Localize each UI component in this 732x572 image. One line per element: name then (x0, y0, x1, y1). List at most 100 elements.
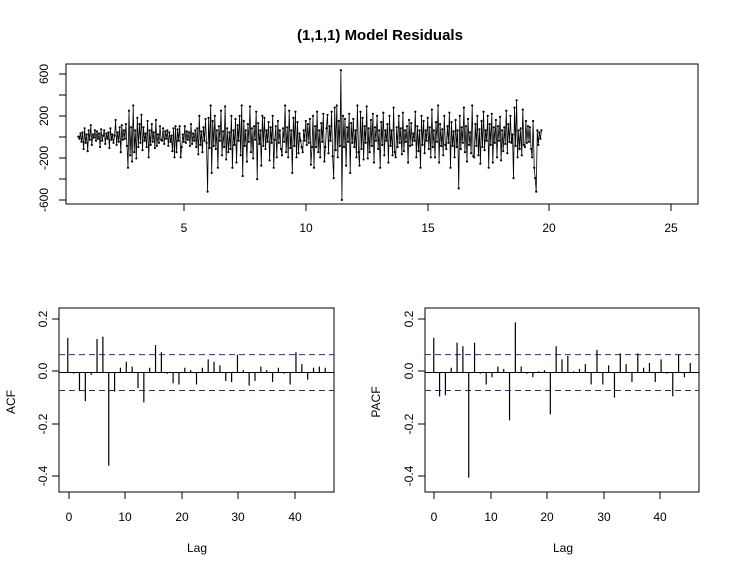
residual-point (166, 129, 169, 132)
residual-point (85, 133, 88, 136)
residual-point (478, 128, 481, 131)
residual-point (522, 143, 525, 146)
residual-point (489, 143, 492, 146)
residual-point (379, 166, 382, 169)
residuals-y-axis: -600 -200 200 600 (37, 64, 67, 212)
residual-point (217, 125, 220, 128)
residual-point (175, 151, 178, 154)
residual-point (278, 129, 281, 132)
residual-point (199, 143, 202, 146)
residual-point (101, 139, 104, 142)
residual-point (184, 141, 187, 144)
residual-point (505, 109, 508, 112)
residual-point (504, 142, 507, 145)
residual-point (334, 149, 337, 152)
residual-point (308, 117, 311, 121)
residual-point (463, 151, 466, 154)
residual-point (476, 114, 479, 117)
residual-point (137, 145, 140, 149)
residual-point (106, 137, 109, 140)
residual-point (425, 139, 428, 142)
residual-point (350, 122, 353, 125)
residual-point (174, 125, 177, 128)
residual-point (113, 134, 116, 137)
residual-point (161, 139, 164, 142)
residual-point (363, 125, 366, 128)
residual-point (275, 156, 278, 159)
residual-point (122, 129, 125, 132)
residual-point (226, 127, 229, 130)
residual-point (235, 161, 238, 164)
residual-point (270, 141, 273, 144)
residual-point (109, 127, 112, 130)
residual-point (378, 129, 381, 132)
residual-point (307, 141, 310, 144)
residual-point (116, 131, 119, 134)
residual-point (366, 157, 369, 160)
residual-point (243, 144, 246, 147)
residual-point (93, 129, 96, 132)
y-tick-label: 0.0 (402, 362, 416, 379)
residual-point (135, 157, 138, 160)
residual-point (240, 104, 243, 107)
residual-point (338, 144, 341, 147)
residual-point (250, 127, 254, 130)
residual-point (177, 139, 180, 142)
residual-point (107, 131, 110, 134)
residual-point (481, 145, 484, 149)
residual-point (364, 141, 367, 144)
residual-point (92, 136, 95, 139)
residual-point (457, 187, 460, 190)
residual-point (125, 144, 129, 147)
residual-point (225, 158, 228, 161)
residual-point (118, 126, 121, 129)
residual-point (256, 178, 259, 181)
residual-point (129, 154, 132, 157)
residual-point (395, 126, 398, 129)
residual-point (150, 123, 153, 126)
residual-point (133, 151, 136, 154)
residual-point (298, 132, 301, 135)
residual-point (537, 143, 540, 146)
x-tick-label: 20 (175, 510, 189, 524)
residual-point (202, 126, 205, 129)
residual-point (318, 129, 321, 132)
residual-point (148, 129, 151, 132)
residual-point (285, 151, 288, 154)
residual-point (352, 117, 355, 121)
residual-point (306, 123, 309, 126)
residual-point (88, 138, 91, 141)
residual-point (302, 129, 305, 132)
residual-point (393, 151, 396, 154)
residual-point (126, 166, 130, 169)
residual-point (239, 154, 242, 157)
residual-point (154, 118, 157, 122)
residual-point (255, 110, 258, 113)
residual-point (252, 157, 255, 160)
residual-point (342, 145, 346, 149)
x-axis-title: Lag (187, 541, 207, 555)
residual-point (284, 104, 287, 107)
residual-point (416, 125, 419, 128)
residual-point (155, 144, 158, 147)
x-tick-label: 10 (484, 510, 498, 524)
residual-point (168, 131, 171, 134)
residual-point (248, 105, 252, 108)
residual-point (353, 145, 356, 149)
residual-point (420, 114, 423, 117)
residual-point (397, 114, 400, 117)
residual-point (512, 177, 515, 180)
residual-point (494, 118, 497, 122)
residual-point (280, 154, 284, 157)
residual-point (149, 143, 152, 146)
residual-point (438, 161, 441, 164)
residual-point (446, 125, 449, 128)
residual-point (188, 144, 192, 147)
residual-point (444, 143, 447, 146)
residual-point (337, 119, 340, 123)
residual-point (500, 159, 503, 162)
residual-point (212, 144, 215, 147)
residual-point (77, 135, 80, 138)
residual-point (195, 145, 198, 149)
residual-point (162, 127, 165, 130)
